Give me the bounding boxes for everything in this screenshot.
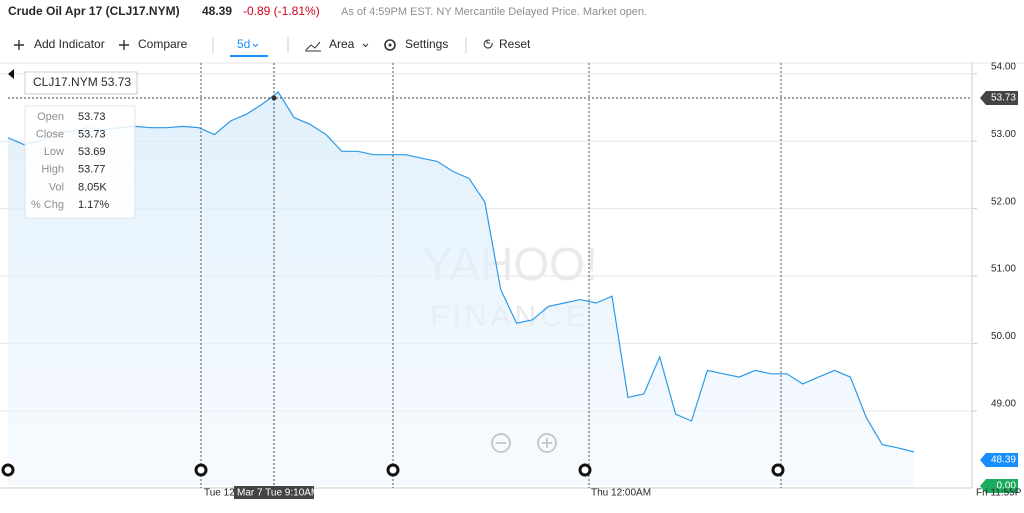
price-tag: 53.73	[991, 93, 1016, 104]
x-tick-label: Thu 12:00AM	[591, 488, 651, 499]
tooltip-value: 1.17%	[78, 199, 109, 211]
quote-note: As of 4:59PM EST. NY Mercantile Delayed …	[341, 6, 647, 18]
y-tick-label: 52.00	[991, 196, 1016, 207]
crosshair-dot	[271, 95, 277, 101]
chart-style[interactable]: Area	[329, 37, 355, 51]
x-axis: Tue 12: Mar 7 Tue 9:10AM Thu 12:00AM Fri…	[204, 486, 1022, 499]
event-icons[interactable]	[1, 463, 785, 477]
y-tick-label: 51.00	[991, 264, 1016, 275]
y-tick-label: 49.00	[991, 398, 1016, 409]
range-select[interactable]: 5d	[237, 37, 250, 51]
tooltip: CLJ17.NYM 53.73 Open 53.73 Close 53.73 Low 53…	[8, 69, 138, 219]
tooltip-label: Open	[37, 111, 64, 123]
tooltip-label: Vol	[49, 181, 64, 193]
tooltip-title: CLJ17.NYM 53.73	[33, 75, 131, 89]
price-tag: 48.39	[991, 455, 1016, 466]
y-tick-label: 54.00	[991, 61, 1016, 72]
x-tick-label: Fri 11:55P	[976, 488, 1022, 499]
tooltip-label: Low	[44, 146, 64, 158]
y-tick-label: 50.00	[991, 331, 1016, 342]
tooltip-value: 53.77	[78, 164, 106, 176]
reset[interactable]: Reset	[499, 37, 531, 51]
tooltip-value: 53.69	[78, 146, 106, 158]
compare[interactable]: Compare	[138, 37, 188, 51]
crosshair	[8, 63, 972, 488]
tooltip-value: 53.73	[78, 111, 106, 123]
tooltip-value: 53.73	[78, 129, 106, 141]
price-tag: 0.00	[997, 481, 1017, 492]
zoom-controls[interactable]	[491, 433, 557, 453]
price-line	[7, 91, 915, 453]
day-separators	[200, 63, 782, 488]
quote-title: Crude Oil Apr 17 (CLJ17.NYM)	[8, 4, 180, 18]
tooltip-value: 8.05K	[78, 181, 107, 193]
x-tick-label: Tue 12:	[204, 488, 238, 499]
quote-price: 48.39	[202, 4, 232, 18]
tooltip-label: High	[41, 164, 64, 176]
quote-change: -0.89 (-1.81%)	[243, 4, 320, 18]
add-indicator[interactable]: Add Indicator	[34, 37, 105, 51]
settings[interactable]: Settings	[405, 37, 448, 51]
area-fill	[8, 92, 914, 485]
y-tick-label: 53.00	[991, 129, 1016, 140]
crosshair-x-label: Mar 7 Tue 9:10AM	[237, 488, 319, 499]
tooltip-label: % Chg	[31, 199, 64, 211]
price-tags: 53.73 48.39 0.00	[980, 91, 1018, 493]
toolbar: Add Indicator Compare 5d Area Settings R…	[14, 37, 531, 57]
tooltip-label: Close	[36, 129, 64, 141]
